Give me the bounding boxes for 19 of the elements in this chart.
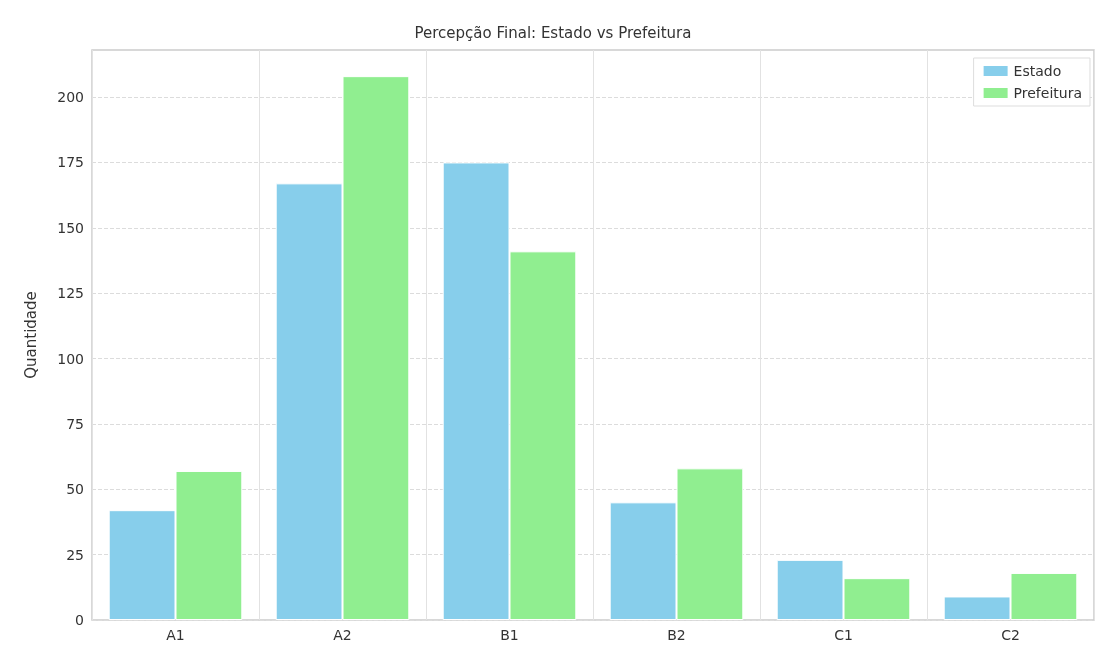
x-tick-label: A1 [166, 627, 185, 643]
legend-label: Prefeitura [1013, 85, 1082, 101]
y-tick-label: 0 [75, 612, 84, 628]
y-tick-label: 50 [66, 481, 84, 498]
legend-label: Estado [1013, 63, 1062, 79]
y-tick-label: 150 [57, 219, 84, 236]
x-tick-label: B2 [667, 627, 686, 643]
x-tick-label: B1 [500, 627, 519, 643]
y-tick-label: 200 [57, 89, 84, 106]
x-tick-label: C2 [1001, 627, 1020, 643]
y-tick-label: 175 [57, 154, 84, 171]
chart-title: Percepção Final: Estado vs Prefeitura [414, 23, 692, 42]
y-axis-title: Quantidade [21, 291, 40, 379]
y-tick-label: 100 [57, 350, 84, 367]
x-tick-label: A2 [333, 627, 352, 643]
y-tick-label: 125 [57, 285, 84, 302]
x-tick-label: C1 [834, 627, 853, 643]
y-tick-label: 75 [66, 415, 84, 432]
y-tick-label: 25 [66, 546, 84, 563]
